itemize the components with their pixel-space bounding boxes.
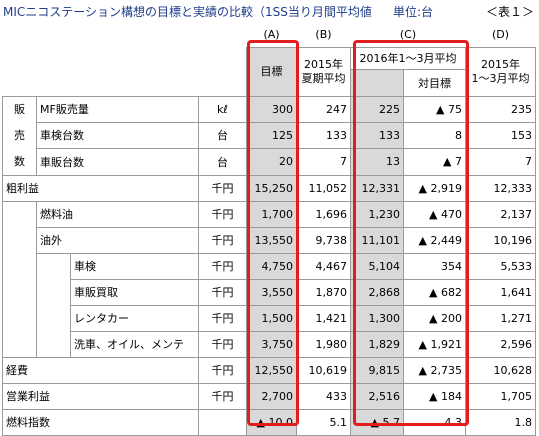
table-row: 洗車、オイル、メンテ 千円 3,750 1,980 1,829 ▲ 1,921 … [3,330,536,358]
row-label: MF販売量 [36,95,199,123]
document-title: MICニコステーション構想の目標と実績の比較（1SS当り月間平均値 [3,5,372,19]
table-row: 燃料油 千円 1,700 1,696 1,230 ▲ 470 2,137 [2,200,536,358]
header-2016-q1: 2016年1～3月平均 [350,46,466,70]
header-row-1: 目標 2015年 夏期平均 2016年1～3月平均 2015年 1～3月平均 [3,46,536,97]
sales-volume-group-label: 販 売 数 [2,95,37,176]
header-vs-target: 対目標 [403,68,466,97]
comparison-table: (A) (B) (C) (D) 目標 2015年 夏期平均 2016年1～3月平均… [2,22,536,436]
table-row: 車販買取 千円 3,550 1,870 2,868 ▲ 682 1,641 [3,278,536,306]
table-row: 粗利益 千円 15,250 11,052 12,331 ▲ 2,919 12,3… [2,174,536,202]
title-bar: MICニコステーション構想の目標と実績の比較（1SS当り月間平均値 単位:台 ＜… [0,0,539,22]
table-row: 車検台数 台 125 133 133 8 153 [3,121,536,150]
table-row: 燃料指数 ▲ 10.0 5.1 ▲ 5.7 4.3 1.8 [2,408,536,436]
header-target: 目標 [246,46,297,97]
table-row: 油外 千円 13,550 9,738 11,101 ▲ 2,449 10,196 [3,226,536,254]
col-letter-c: (C) [399,27,417,41]
table-number: ＜表１＞ [486,5,535,19]
unit-label: 単位:台 [393,5,434,19]
table-row: レンタカー 千円 1,500 1,421 1,300 ▲ 200 1,271 [3,304,536,332]
table-row: 営業利益 千円 2,700 433 2,516 ▲ 184 1,705 [2,382,536,410]
header-row-2: 対目標 [3,68,536,97]
col-letter-b: (B) [315,27,332,41]
table-row: 車販台数 台 20 7 13 ▲ 7 7 [3,148,536,176]
header-2015-q1: 2015年 1～3月平均 [465,46,536,97]
col-letter-d: (D) [491,27,510,41]
table-row: 車検 千円 4,750 4,467 5,104 354 5,533 [3,252,536,358]
col-letter-a: (A) [263,27,280,41]
row-unit: kℓ [198,95,247,123]
table-row: 経費 千円 12,550 10,619 9,815 ▲ 2,735 10,628 [2,356,536,384]
header-2015-summer: 2015年 夏期平均 [296,46,351,97]
table-row: 販 売 数 MF販売量 kℓ 300 247 225 ▲ 75 235 [2,95,536,176]
column-letter-row: (A) (B) (C) (D) [3,22,536,47]
